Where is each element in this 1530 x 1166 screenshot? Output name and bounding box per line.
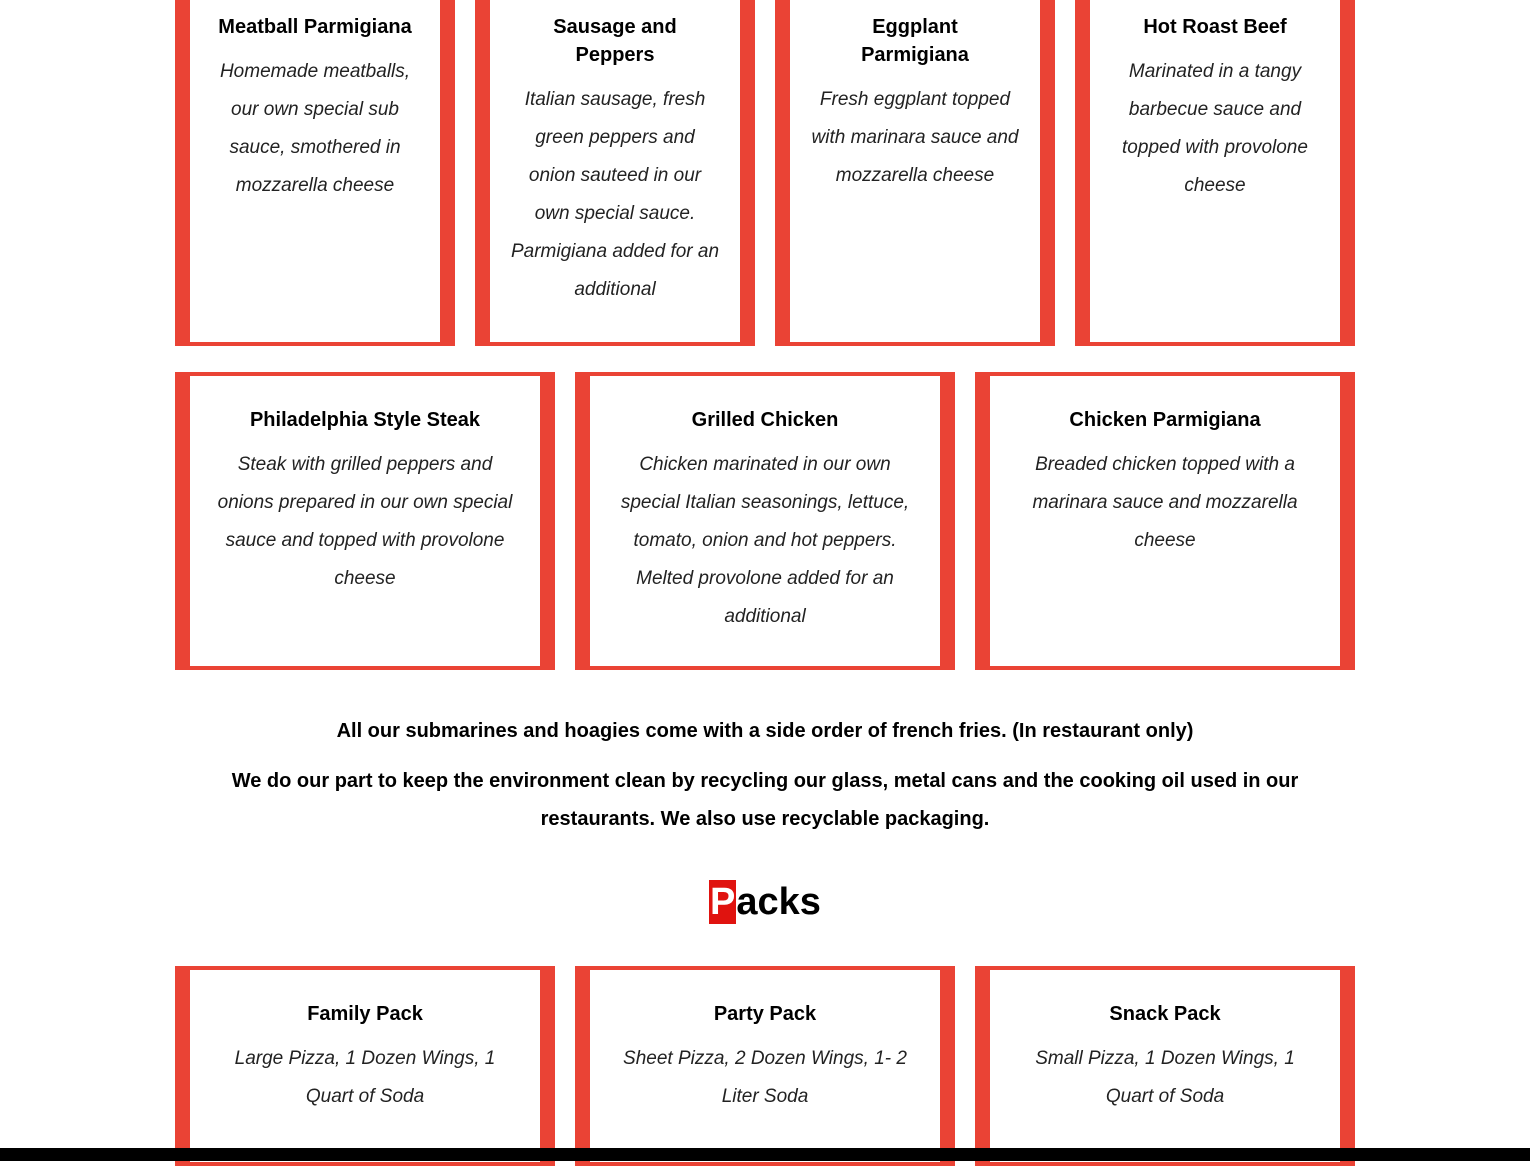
card-description: Large Pizza, 1 Dozen Wings, 1 Quart of S… [234, 1048, 496, 1107]
card-description: Chicken marinated in our own special Ita… [620, 454, 910, 627]
menu-card-meatball-parmigiana: Meatball Parmigiana Homemade meatballs, o… [175, 0, 455, 346]
card-description: Small Pizza, 1 Dozen Wings, 1 Quart of S… [1035, 1048, 1295, 1107]
subs-row-1: Meatball Parmigiana Homemade meatballs, o… [175, 0, 1355, 346]
card-description: Breaded chicken topped with a marinara s… [1032, 454, 1298, 551]
menu-card-sausage-and-peppers: Sausage and Peppers Italian sausage, fres… [475, 0, 755, 346]
card-title: Philadelphia Style Steak [249, 409, 481, 431]
menu-card-chicken-parmigiana: Chicken Parmigiana Breaded chicken topped… [975, 372, 1355, 670]
card-title: Family Pack [307, 1003, 423, 1025]
heading-rest: acks [736, 881, 821, 923]
card-description: Marinated in a tangy barbecue sauce and … [1122, 61, 1308, 196]
menu-card-philadelphia-steak: Philadelphia Style Steak Steak with grill… [175, 372, 555, 670]
heading-first-letter: P [709, 880, 737, 924]
card-description: Sheet Pizza, 2 Dozen Wings, 1- 2 Liter S… [623, 1048, 907, 1107]
subs-row-2: Philadelphia Style Steak Steak with grill… [175, 372, 1355, 670]
pack-card-family: Family Pack Large Pizza, 1 Dozen Wings, 1… [175, 966, 555, 1166]
environment-note: We do our part to keep the environment c… [231, 770, 1299, 830]
pack-card-party: Party Pack Sheet Pizza, 2 Dozen Wings, 1-… [575, 966, 955, 1166]
card-description: Fresh eggplant topped with marinara sauc… [811, 89, 1019, 186]
card-title: Chicken Parmigiana [1069, 409, 1261, 431]
packs-heading: Packs [0, 880, 1530, 924]
card-title: Grilled Chicken [691, 409, 839, 431]
menu-card-eggplant-parmigiana: Eggplant Parmigiana Fresh eggplant topped… [775, 0, 1055, 346]
fries-note: All our submarines and hoagies come with… [336, 720, 1194, 742]
card-title: Snack Pack [1109, 1003, 1221, 1025]
card-title: Sausage and Peppers [553, 16, 677, 66]
menu-card-hot-roast-beef: Hot Roast Beef Marinated in a tangy barbe… [1075, 0, 1355, 346]
card-description: Homemade meatballs, our own special sub … [219, 61, 411, 196]
packs-row: Family Pack Large Pizza, 1 Dozen Wings, 1… [175, 966, 1355, 1166]
menu-card-grilled-chicken: Grilled Chicken Chicken marinated in our … [575, 372, 955, 670]
card-description: Italian sausage, fresh green peppers and… [510, 89, 720, 300]
pack-card-snack: Snack Pack Small Pizza, 1 Dozen Wings, 1 … [975, 966, 1355, 1166]
card-title: Eggplant Parmigiana [861, 16, 969, 66]
card-title: Hot Roast Beef [1143, 16, 1287, 38]
card-title: Party Pack [713, 1003, 817, 1025]
card-description: Steak with grilled peppers and onions pr… [217, 454, 513, 589]
card-title: Meatball Parmigiana [218, 16, 412, 38]
menu-notes: All our submarines and hoagies come with… [175, 712, 1355, 850]
footer-bar [0, 1148, 1530, 1161]
